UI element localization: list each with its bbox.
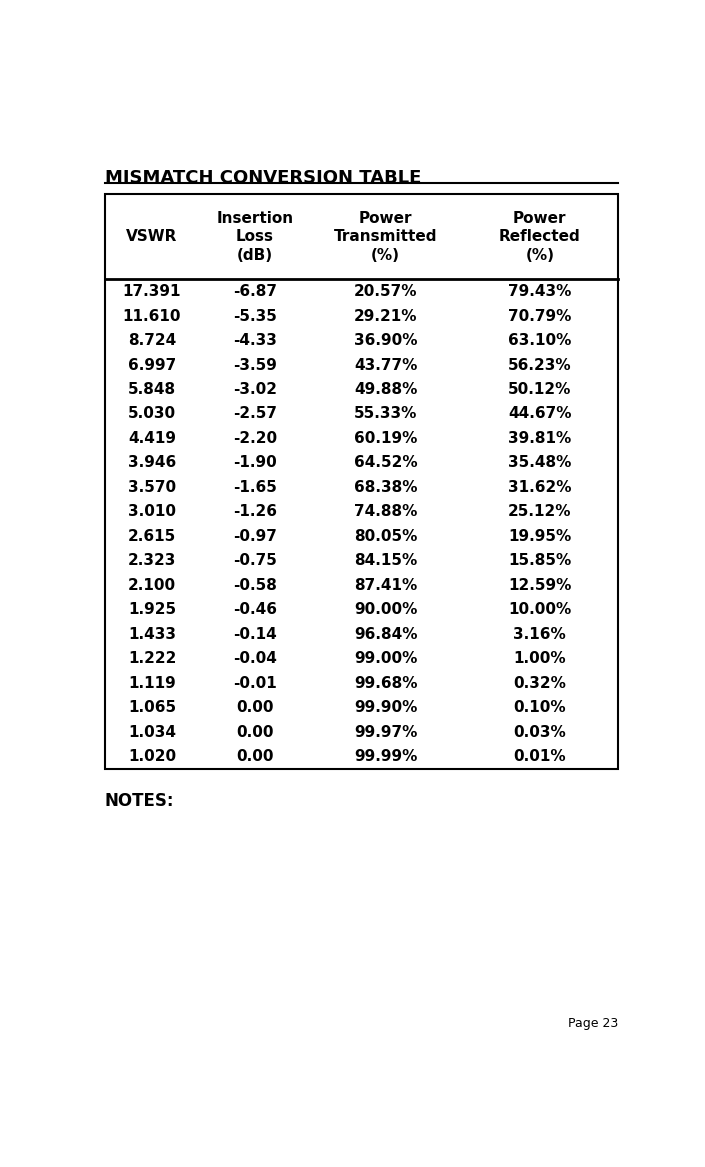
Text: 70.79%: 70.79% (508, 308, 572, 323)
Text: 50.12%: 50.12% (508, 382, 572, 397)
Text: 0.10%: 0.10% (513, 700, 566, 715)
Text: 0.00: 0.00 (236, 700, 274, 715)
Text: 80.05%: 80.05% (354, 529, 417, 544)
Text: -0.04: -0.04 (233, 651, 276, 666)
Text: 55.33%: 55.33% (354, 406, 417, 421)
Text: 1.034: 1.034 (128, 725, 176, 740)
Text: 74.88%: 74.88% (354, 504, 417, 519)
Text: 17.391: 17.391 (123, 284, 181, 299)
Text: 60.19%: 60.19% (354, 431, 417, 446)
Text: -2.20: -2.20 (233, 431, 277, 446)
Text: 99.97%: 99.97% (354, 725, 417, 740)
Text: -5.35: -5.35 (233, 308, 276, 323)
Text: 3.16%: 3.16% (513, 627, 566, 642)
Text: -3.02: -3.02 (233, 382, 277, 397)
Text: 0.00: 0.00 (236, 725, 274, 740)
Text: 2.100: 2.100 (128, 578, 176, 593)
Text: -3.59: -3.59 (233, 357, 276, 372)
Text: 39.81%: 39.81% (508, 431, 572, 446)
Text: 1.00%: 1.00% (513, 651, 566, 666)
Text: 99.90%: 99.90% (354, 700, 417, 715)
Text: 87.41%: 87.41% (354, 578, 417, 593)
Text: 68.38%: 68.38% (354, 480, 417, 495)
Text: Power
Transmitted
(%): Power Transmitted (%) (334, 210, 438, 263)
Text: MISMATCH CONVERSION TABLE: MISMATCH CONVERSION TABLE (104, 169, 421, 187)
Text: 20.57%: 20.57% (354, 284, 417, 299)
Text: 49.88%: 49.88% (354, 382, 417, 397)
Text: 11.610: 11.610 (123, 308, 181, 323)
Text: 56.23%: 56.23% (508, 357, 572, 372)
Text: 36.90%: 36.90% (354, 333, 417, 348)
Text: 99.68%: 99.68% (354, 676, 417, 691)
Text: 0.03%: 0.03% (513, 725, 566, 740)
Text: 84.15%: 84.15% (354, 553, 417, 568)
Text: Page 23: Page 23 (568, 1016, 618, 1029)
Text: 1.119: 1.119 (128, 676, 176, 691)
Text: 1.020: 1.020 (128, 749, 176, 764)
Text: 10.00%: 10.00% (508, 602, 572, 617)
Text: 1.433: 1.433 (128, 627, 176, 642)
Text: 3.570: 3.570 (128, 480, 176, 495)
Text: 79.43%: 79.43% (508, 284, 572, 299)
Text: 0.32%: 0.32% (513, 676, 566, 691)
Text: -4.33: -4.33 (233, 333, 276, 348)
Text: 31.62%: 31.62% (508, 480, 572, 495)
Text: 2.323: 2.323 (128, 553, 176, 568)
Text: 8.724: 8.724 (128, 333, 176, 348)
Text: 15.85%: 15.85% (508, 553, 572, 568)
Text: Power
Reflected
(%): Power Reflected (%) (499, 210, 581, 263)
Text: 96.84%: 96.84% (354, 627, 417, 642)
Text: -0.46: -0.46 (233, 602, 277, 617)
Text: -1.65: -1.65 (233, 480, 276, 495)
Text: NOTES:: NOTES: (104, 791, 174, 810)
Text: 99.99%: 99.99% (354, 749, 417, 764)
Text: 1.222: 1.222 (128, 651, 176, 666)
Text: 0.00: 0.00 (236, 749, 274, 764)
Text: 19.95%: 19.95% (508, 529, 572, 544)
Text: 35.48%: 35.48% (508, 455, 572, 470)
Text: -0.97: -0.97 (233, 529, 276, 544)
Text: 3.946: 3.946 (128, 455, 176, 470)
Text: 5.030: 5.030 (128, 406, 176, 421)
Text: -0.01: -0.01 (233, 676, 276, 691)
Text: 4.419: 4.419 (128, 431, 176, 446)
Text: 99.00%: 99.00% (354, 651, 417, 666)
Text: 0.01%: 0.01% (513, 749, 566, 764)
Text: 90.00%: 90.00% (354, 602, 417, 617)
Text: 43.77%: 43.77% (354, 357, 417, 372)
Text: -0.75: -0.75 (233, 553, 276, 568)
Text: 25.12%: 25.12% (508, 504, 572, 519)
Text: 63.10%: 63.10% (508, 333, 572, 348)
Text: Insertion
Loss
(dB): Insertion Loss (dB) (216, 210, 293, 263)
Text: -1.90: -1.90 (233, 455, 276, 470)
Text: 2.615: 2.615 (128, 529, 176, 544)
Text: -0.58: -0.58 (233, 578, 276, 593)
Text: VSWR: VSWR (126, 229, 178, 244)
Text: 3.010: 3.010 (128, 504, 176, 519)
Text: 29.21%: 29.21% (354, 308, 417, 323)
Bar (104, 194, 618, 769)
Text: -2.57: -2.57 (233, 406, 277, 421)
Text: 5.848: 5.848 (128, 382, 176, 397)
Text: 44.67%: 44.67% (508, 406, 572, 421)
Text: 1.065: 1.065 (128, 700, 176, 715)
Text: 1.925: 1.925 (128, 602, 176, 617)
Text: 12.59%: 12.59% (508, 578, 572, 593)
Text: -1.26: -1.26 (233, 504, 277, 519)
Text: 6.997: 6.997 (128, 357, 176, 372)
Text: 64.52%: 64.52% (354, 455, 417, 470)
Text: -6.87: -6.87 (233, 284, 277, 299)
Text: -0.14: -0.14 (233, 627, 276, 642)
